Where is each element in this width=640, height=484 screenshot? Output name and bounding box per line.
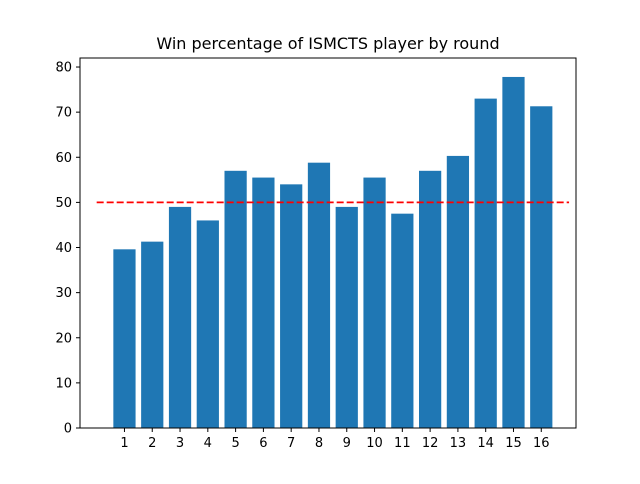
bar-round-14 xyxy=(474,98,497,429)
bar-round-10 xyxy=(363,177,386,428)
bar-round-9 xyxy=(335,206,358,428)
x-tick-label: 13 xyxy=(450,436,467,451)
x-tick-label: 5 xyxy=(231,436,239,451)
x-tick-label: 3 xyxy=(176,436,184,451)
y-tick-label: 20 xyxy=(55,331,72,346)
x-tick-label: 14 xyxy=(477,436,494,451)
x-tick-label: 11 xyxy=(394,436,411,451)
chart-title: Win percentage of ISMCTS player by round xyxy=(156,34,499,53)
bars-layer xyxy=(113,76,553,429)
x-tick-label: 16 xyxy=(533,436,550,451)
bar-round-15 xyxy=(502,76,525,428)
x-tick-label: 9 xyxy=(343,436,351,451)
bar-round-8 xyxy=(307,162,331,428)
x-tick-label: 2 xyxy=(148,436,156,451)
bar-round-3 xyxy=(168,206,192,428)
bar-round-11 xyxy=(391,213,414,428)
x-tick-label: 12 xyxy=(422,436,439,451)
y-axis-ticks: 0 10 20 30 40 50 60 70 80 xyxy=(55,61,80,437)
y-tick-label: 30 xyxy=(55,286,72,301)
y-tick-label: 70 xyxy=(55,106,72,121)
x-tick-label: 4 xyxy=(204,436,212,451)
x-tick-label: 10 xyxy=(366,436,383,451)
plot-frame xyxy=(79,57,577,429)
bar-round-1 xyxy=(113,249,136,428)
y-tick-label: 80 xyxy=(55,61,72,76)
x-tick-label: 6 xyxy=(259,436,267,451)
bar-round-16 xyxy=(530,106,553,428)
y-tick-label: 50 xyxy=(55,196,72,211)
bar-round-12 xyxy=(419,170,442,428)
x-tick-label: 1 xyxy=(120,436,128,451)
y-tick-label: 0 xyxy=(64,422,72,437)
y-tick-label: 60 xyxy=(55,151,72,166)
y-tick-label: 40 xyxy=(55,241,72,256)
x-tick-label: 7 xyxy=(287,436,295,451)
x-tick-label: 8 xyxy=(315,436,323,451)
bar-round-6 xyxy=(252,177,275,428)
x-axis-ticks: 1 2 3 4 5 6 7 8 9 10 11 12 13 14 15 16 xyxy=(120,428,550,451)
y-tick-label: 10 xyxy=(55,376,72,391)
bar-round-13 xyxy=(446,155,470,429)
bar-round-5 xyxy=(224,170,247,428)
x-tick-label: 15 xyxy=(505,436,522,451)
bar-round-7 xyxy=(280,184,303,428)
bar-round-2 xyxy=(141,241,164,428)
bar-round-4 xyxy=(196,220,219,428)
